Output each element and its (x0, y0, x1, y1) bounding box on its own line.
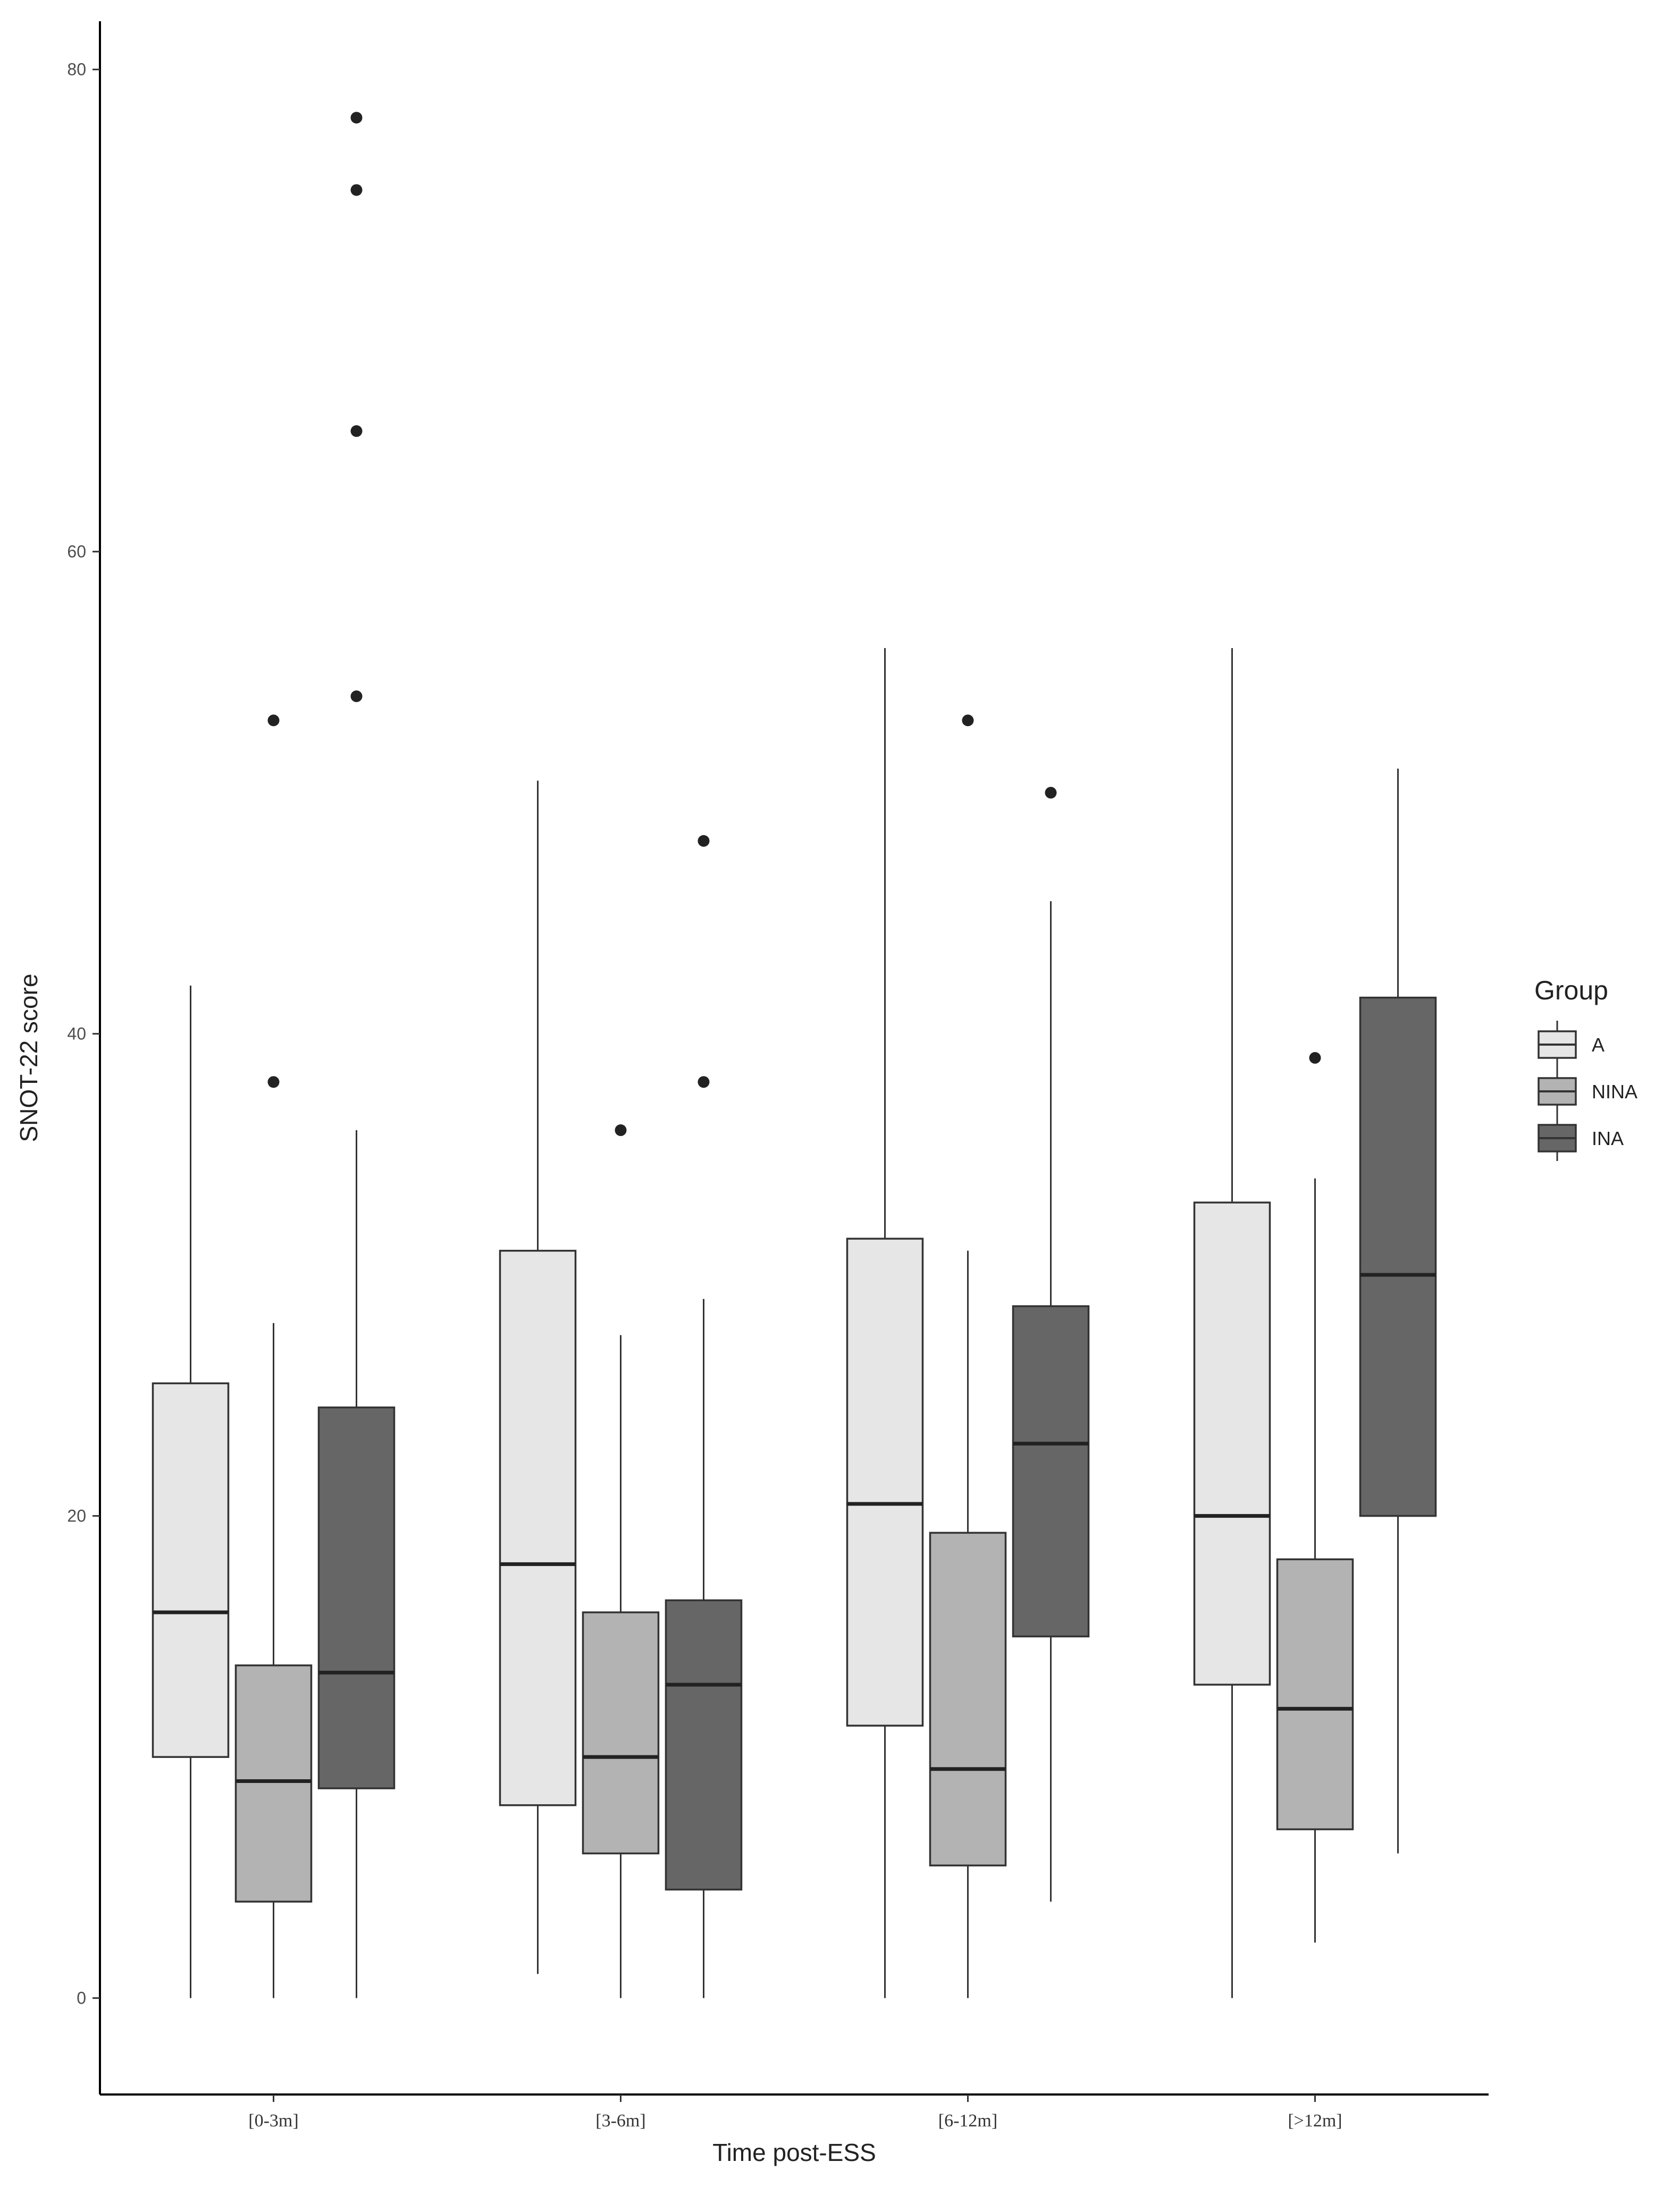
x-tick-label: [0-3m] (248, 2111, 298, 2131)
y-tick-label: 20 (67, 1507, 86, 1526)
outlier-point (615, 1124, 627, 1137)
box-rect (234, 1664, 313, 1903)
x-tick-label: [>12m] (1288, 2111, 1342, 2131)
outlier-point (962, 714, 974, 727)
box-a (1193, 648, 1271, 1998)
legend-label: INA (1592, 1128, 1624, 1149)
box-rect (152, 1382, 230, 1758)
box-ina (1012, 787, 1090, 1902)
outlier-point (267, 1076, 280, 1088)
x-ticks: [0-3m] [3-6m] [6-12m] [>12m] (248, 2094, 1342, 2131)
box-a (499, 780, 577, 1974)
box-nina (1276, 1052, 1354, 1943)
outlier-point (1309, 1052, 1321, 1064)
box-a (846, 648, 924, 1998)
legend-label: A (1592, 1034, 1605, 1056)
legend-title: Group (1534, 975, 1608, 1005)
outlier-point (350, 112, 363, 124)
y-axis-title: SNOT-22 score (15, 974, 43, 1142)
outlier-point (350, 184, 363, 196)
y-ticks: 0 20 40 60 80 (67, 60, 100, 2008)
legend-item-nina: NINA (1538, 1067, 1637, 1114)
x-axis-title: Time post-ESS (712, 2139, 876, 2166)
box-rect (929, 1532, 1007, 1866)
box-rect (499, 1250, 577, 1806)
outlier-point (350, 690, 363, 702)
box-rect (1012, 1305, 1090, 1638)
box-rect (846, 1238, 924, 1727)
y-tick-label: 60 (67, 542, 86, 561)
y-tick-label: 40 (67, 1024, 86, 1044)
box-ina (1359, 768, 1437, 1854)
box-rect (1276, 1558, 1354, 1830)
box-a (152, 985, 230, 1998)
box-rect (1359, 996, 1437, 1517)
legend-item-ina: INA (1538, 1114, 1624, 1161)
box-ina (665, 835, 743, 1998)
box-nina (234, 714, 313, 1998)
box-ina (317, 112, 396, 1998)
y-tick-label: 0 (77, 1989, 86, 2008)
box-nina (582, 1124, 660, 1998)
outlier-point (698, 835, 710, 847)
legend-label: NINA (1592, 1081, 1637, 1103)
boxes-layer (152, 112, 1437, 1998)
x-tick-label: [3-6m] (595, 2111, 645, 2131)
legend: Group A NINA INA (1534, 975, 1637, 1161)
outlier-point (267, 714, 280, 727)
legend-item-a: A (1538, 1021, 1605, 1067)
axes (99, 21, 1489, 2096)
box-rect (582, 1611, 660, 1855)
outlier-point (698, 1076, 710, 1088)
box-nina (929, 714, 1007, 1998)
box-rect (1193, 1201, 1271, 1686)
x-tick-label: [6-12m] (938, 2111, 997, 2131)
outlier-point (350, 425, 363, 437)
outlier-point (1045, 787, 1057, 799)
y-tick-label: 80 (67, 60, 86, 79)
box-rect (665, 1599, 743, 1891)
box-rect (317, 1406, 396, 1789)
